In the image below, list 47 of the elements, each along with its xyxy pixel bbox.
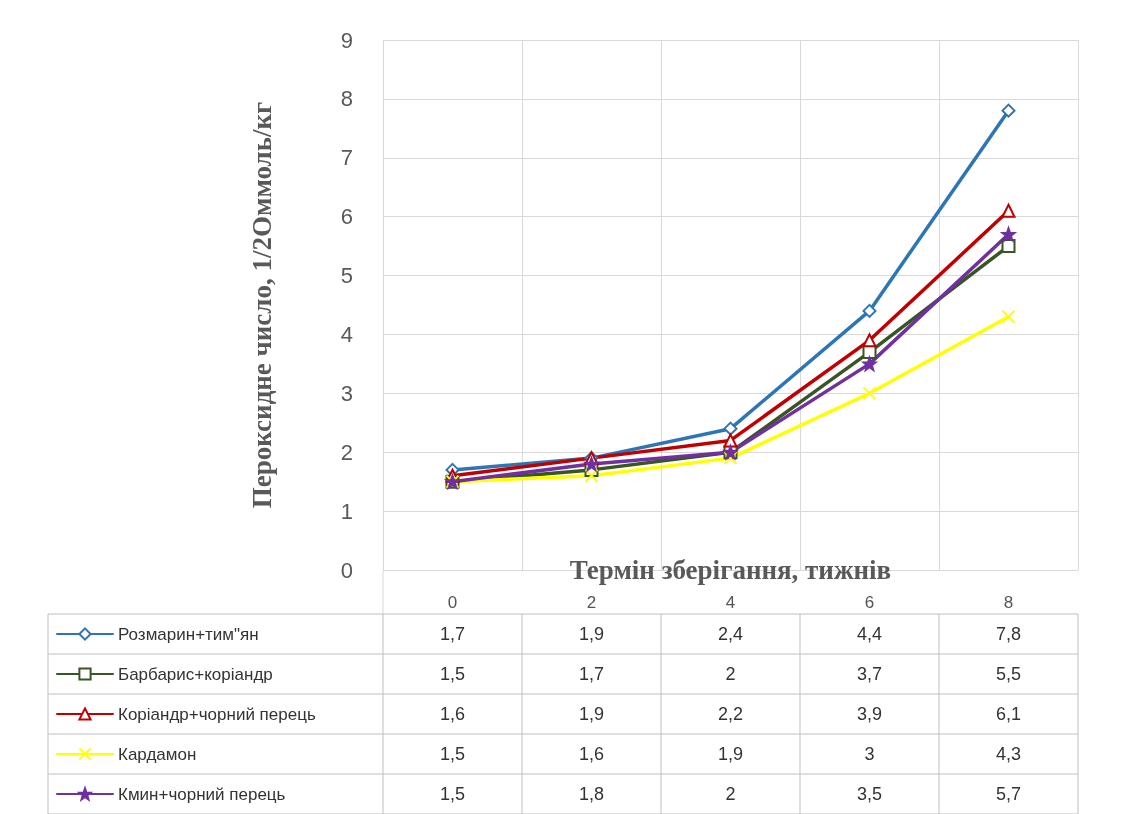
data-label: 1,5 [439, 744, 466, 764]
data-label: 1,6 [578, 744, 605, 764]
data-label: 1,7 [439, 624, 466, 644]
y-tick-label: 0 [340, 557, 353, 583]
data-label: 3 [864, 744, 875, 764]
data-label: 1,9 [578, 624, 605, 644]
data-label: 1,8 [578, 784, 605, 804]
data-label: 2 [725, 784, 736, 804]
data-label: 1,5 [439, 664, 466, 684]
data-label: 4,4 [856, 624, 883, 644]
data-label: 7,8 [995, 624, 1022, 644]
legend-label: Розмарин+тим"ян [118, 624, 259, 644]
data-label: 1,5 [439, 784, 466, 804]
data-label: 2 [725, 664, 736, 684]
y-tick-label: 5 [340, 263, 353, 289]
data-label: 1,7 [578, 664, 605, 684]
x-tick-label: 4 [725, 593, 736, 612]
data-label: 1,6 [439, 704, 466, 724]
data-label: 6,1 [995, 704, 1022, 724]
data-label: 3,5 [856, 784, 883, 804]
data-label: 1,9 [717, 744, 744, 764]
data-label: 5,7 [995, 784, 1022, 804]
x-tick-label: 8 [1003, 593, 1014, 612]
data-label: 3,7 [856, 664, 883, 684]
data-label: 1,9 [578, 704, 605, 724]
legend-label: Кардамон [118, 744, 197, 764]
data-label: 2,2 [717, 704, 744, 724]
y-tick-label: 4 [340, 321, 353, 347]
y-tick-label: 2 [340, 439, 353, 465]
x-tick-label: 2 [586, 593, 597, 612]
y-tick-label: 9 [340, 27, 353, 53]
y-tick-label: 1 [340, 498, 353, 524]
y-axis-title: Пероксидне число, 1/2Оммоль/кг [247, 101, 277, 509]
data-label: 4,3 [995, 744, 1022, 764]
y-tick-label: 8 [340, 86, 353, 112]
legend-label: Барбарис+коріандр [118, 664, 273, 684]
data-label: 5,5 [995, 664, 1022, 684]
x-axis-title: Термін зберігання, тижнів [569, 555, 892, 585]
x-tick-label: 6 [864, 593, 875, 612]
y-tick-label: 7 [340, 145, 353, 171]
data-label: 2,4 [717, 624, 744, 644]
x-tick-label: 0 [447, 593, 458, 612]
y-tick-label: 6 [340, 204, 353, 230]
data-label: 3,9 [856, 704, 883, 724]
legend-label: Кмин+чорний перець [118, 784, 286, 804]
legend-label: Коріандр+чорний перець [118, 704, 316, 724]
y-tick-label: 3 [340, 380, 353, 406]
